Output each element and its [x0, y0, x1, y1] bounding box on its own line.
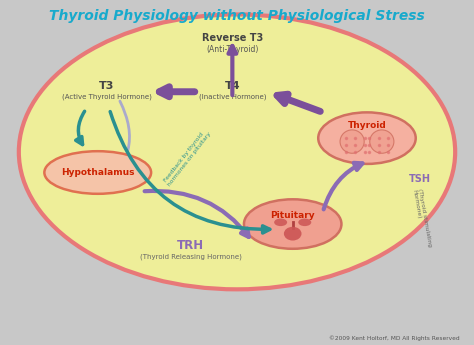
Text: T4: T4 — [225, 81, 240, 91]
Ellipse shape — [318, 112, 416, 164]
Text: Feedback by thyroid
hormones on pituitary: Feedback by thyroid hormones on pituitar… — [163, 127, 212, 187]
Ellipse shape — [370, 130, 394, 153]
Text: (Thyroid Releasing Hormone): (Thyroid Releasing Hormone) — [140, 253, 242, 260]
Text: (Thyroid stimulating
Hormone): (Thyroid stimulating Hormone) — [411, 188, 432, 248]
Text: TRH: TRH — [177, 238, 204, 252]
Text: Thyroid Physiology without Physiological Stress: Thyroid Physiology without Physiological… — [49, 9, 425, 23]
Text: T3: T3 — [100, 81, 115, 91]
Text: (Active Thyroid Hormone): (Active Thyroid Hormone) — [62, 93, 152, 100]
Text: (Anti-Thyroid): (Anti-Thyroid) — [206, 45, 258, 55]
Text: ©2009 Kent Holtorf, MD All Rights Reserved: ©2009 Kent Holtorf, MD All Rights Reserv… — [329, 335, 460, 341]
Ellipse shape — [298, 218, 311, 226]
Text: TSH: TSH — [409, 174, 431, 184]
Ellipse shape — [274, 218, 287, 226]
Text: Pituitary: Pituitary — [270, 211, 315, 220]
Text: (Inactive Hormone): (Inactive Hormone) — [199, 93, 266, 100]
Ellipse shape — [244, 199, 341, 249]
Ellipse shape — [340, 130, 364, 153]
Ellipse shape — [284, 227, 301, 240]
Text: Reverse T3: Reverse T3 — [202, 33, 263, 43]
Text: Hypothalamus: Hypothalamus — [61, 168, 135, 177]
Ellipse shape — [19, 14, 455, 289]
Text: Thyroid: Thyroid — [347, 121, 386, 130]
Ellipse shape — [45, 151, 151, 194]
